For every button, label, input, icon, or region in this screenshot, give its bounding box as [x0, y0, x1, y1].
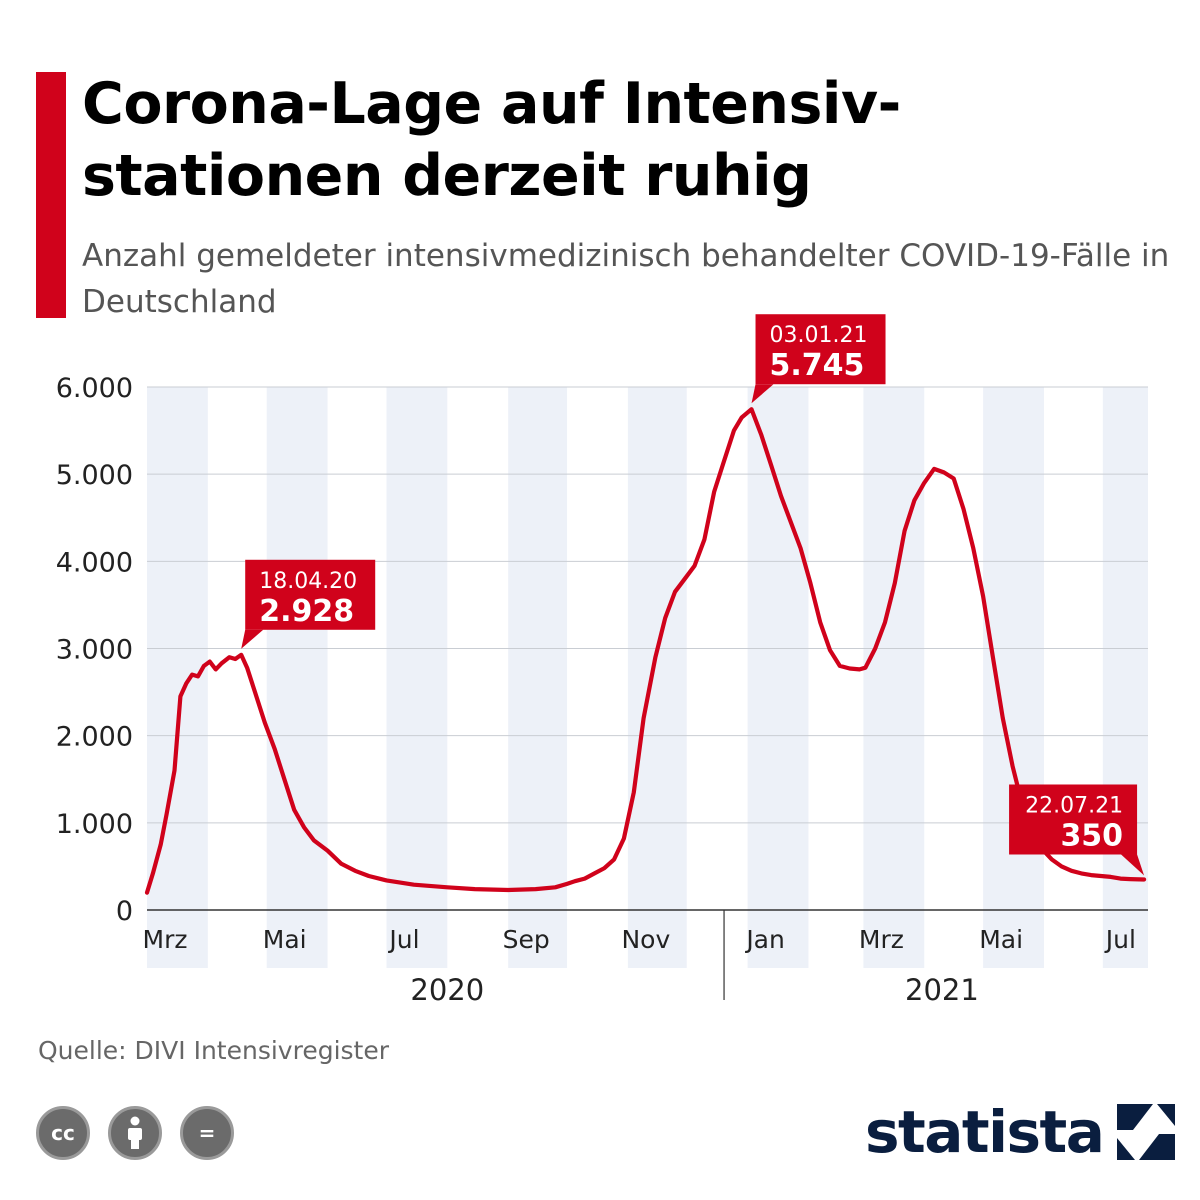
logo-mark-icon: [1117, 1104, 1176, 1160]
person-icon: [128, 1116, 142, 1149]
chart-subtitle: Anzahl gemeldeter intensivmedizinisch be…: [82, 238, 1170, 320]
nd-icon: =: [180, 1106, 234, 1160]
by-icon: [108, 1106, 162, 1160]
annotation-date: 03.01.21: [770, 323, 868, 348]
y-tick-label: 1.000: [56, 809, 133, 840]
x-tick-label: Sep: [503, 925, 550, 954]
y-tick-label: 0: [116, 896, 133, 927]
x-tick-label: Mrz: [143, 925, 188, 954]
month-band: [508, 387, 568, 968]
annotation-box: [1009, 784, 1138, 855]
x-tick-label: Mai: [263, 925, 307, 954]
y-tick-label: 4.000: [56, 547, 133, 578]
x-tick-label: Nov: [621, 925, 670, 954]
annotation-box: [755, 314, 886, 385]
x-tick-label: Mai: [979, 925, 1023, 954]
x-tick-label: Jul: [1104, 925, 1136, 954]
year-label: 2020: [410, 973, 484, 1007]
y-tick-label: 6.000: [56, 373, 133, 404]
logo-text: statista: [865, 1098, 1105, 1166]
annotation-value: 2.928: [259, 594, 354, 629]
statista-logo: statista: [865, 1098, 1176, 1166]
annotation-date: 18.04.20: [259, 569, 357, 594]
annotation-box: [245, 559, 376, 630]
annotation-date: 22.07.21: [1025, 793, 1123, 818]
annotation-value: 5.745: [770, 348, 865, 383]
accent-bar: [36, 72, 66, 318]
source-note: Quelle: DIVI Intensivregister: [38, 1036, 390, 1065]
cc-icon: cc: [36, 1106, 90, 1160]
month-band: [627, 387, 687, 968]
annotation-pointer: [241, 629, 264, 649]
annotation-value: 350: [1060, 818, 1123, 853]
month-band: [386, 387, 448, 968]
annotation-pointer: [1121, 854, 1145, 876]
x-tick-label: Mrz: [859, 925, 904, 954]
license-icons: cc =: [36, 1106, 234, 1160]
annotation-pointer: [751, 384, 774, 404]
y-tick-label: 2.000: [56, 722, 133, 753]
x-tick-label: Jul: [387, 925, 419, 954]
chart-title: Corona-Lage auf Intensiv-stationen derze…: [82, 71, 901, 209]
x-tick-label: Jan: [744, 925, 785, 954]
series-line: [144, 407, 1147, 895]
year-label: 2021: [905, 973, 979, 1007]
month-band: [266, 387, 328, 968]
month-band: [863, 387, 925, 968]
y-tick-label: 5.000: [56, 460, 133, 491]
month-band: [983, 387, 1044, 968]
line-chart: 0 1.000 2.000 3.000 4.000 5.000 6.000 Mrz Mai Jul…: [56, 314, 1148, 1007]
y-tick-label: 3.000: [56, 635, 133, 666]
